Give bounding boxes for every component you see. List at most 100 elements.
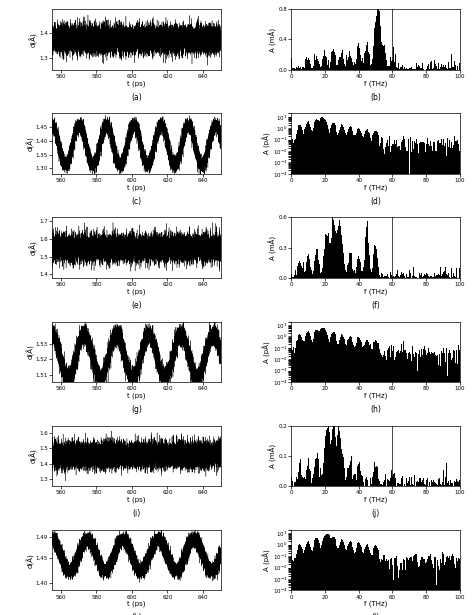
Bar — [322, 117, 323, 615]
Bar — [458, 63, 459, 69]
Bar — [419, 273, 420, 278]
Bar — [298, 64, 299, 69]
Bar — [419, 478, 420, 486]
Bar — [293, 143, 294, 615]
Bar — [375, 23, 376, 69]
Bar — [372, 135, 373, 615]
Bar — [443, 65, 444, 69]
Bar — [410, 554, 411, 615]
Bar — [409, 174, 410, 615]
Bar — [386, 360, 387, 615]
Bar — [335, 539, 336, 615]
Bar — [376, 466, 377, 486]
Bar — [395, 54, 396, 69]
Bar — [397, 147, 398, 615]
Bar — [308, 254, 309, 278]
Bar — [445, 65, 446, 69]
Bar — [415, 277, 416, 278]
Bar — [392, 565, 393, 615]
Bar — [448, 272, 449, 278]
Bar — [430, 276, 431, 278]
Bar — [441, 276, 442, 278]
Bar — [302, 340, 303, 615]
Bar — [388, 66, 389, 69]
Bar — [328, 421, 329, 486]
Bar — [316, 249, 317, 278]
Bar — [369, 346, 370, 615]
Bar — [460, 362, 461, 615]
Bar — [372, 477, 373, 486]
Bar — [349, 465, 350, 486]
Bar — [406, 478, 407, 486]
Bar — [426, 144, 427, 615]
Bar — [383, 360, 384, 615]
Bar — [327, 236, 328, 278]
Bar — [396, 68, 397, 69]
Bar — [319, 479, 320, 486]
Bar — [294, 558, 295, 615]
Bar — [460, 563, 461, 615]
Bar — [442, 274, 443, 278]
Bar — [323, 56, 324, 69]
Bar — [351, 58, 352, 69]
Bar — [442, 353, 443, 615]
Bar — [370, 344, 371, 615]
Bar — [344, 545, 345, 615]
Bar — [302, 549, 303, 615]
Bar — [311, 130, 312, 615]
Bar — [407, 558, 408, 615]
Bar — [417, 371, 418, 615]
Bar — [351, 253, 352, 278]
Bar — [299, 66, 300, 69]
Bar — [307, 331, 308, 615]
Bar — [313, 339, 314, 615]
Bar — [310, 547, 311, 615]
Bar — [445, 477, 446, 486]
Bar — [360, 339, 361, 615]
Bar — [442, 552, 443, 615]
Bar — [374, 546, 375, 615]
Bar — [335, 55, 336, 69]
X-axis label: t (ps): t (ps) — [127, 601, 146, 608]
Bar — [427, 137, 428, 615]
Bar — [398, 577, 399, 615]
Bar — [338, 226, 339, 278]
Bar — [366, 340, 367, 615]
Bar — [347, 132, 348, 615]
Bar — [420, 66, 421, 69]
Bar — [370, 478, 371, 486]
Bar — [412, 484, 413, 486]
Bar — [359, 48, 360, 69]
Bar — [378, 135, 379, 615]
Bar — [413, 556, 414, 615]
Bar — [387, 274, 388, 278]
Bar — [446, 68, 447, 69]
Bar — [408, 277, 409, 278]
Bar — [432, 277, 433, 278]
Bar — [452, 554, 453, 615]
Bar — [297, 68, 298, 69]
Bar — [303, 552, 304, 615]
Bar — [446, 464, 447, 486]
Bar — [447, 477, 448, 486]
Bar — [373, 344, 374, 615]
Bar — [341, 124, 342, 615]
Bar — [404, 485, 405, 486]
Bar — [429, 557, 430, 615]
Bar — [300, 263, 301, 278]
Bar — [369, 54, 370, 69]
Bar — [378, 267, 379, 278]
Bar — [437, 141, 438, 615]
Y-axis label: d(Å): d(Å) — [26, 553, 34, 568]
Bar — [460, 276, 461, 278]
Bar — [296, 554, 297, 615]
Bar — [334, 425, 335, 486]
Bar — [382, 45, 383, 69]
Bar — [346, 477, 347, 486]
Bar — [413, 149, 414, 615]
Bar — [315, 60, 316, 69]
Bar — [441, 351, 442, 615]
Bar — [390, 477, 391, 486]
X-axis label: f (THz): f (THz) — [364, 81, 387, 87]
Bar — [452, 483, 453, 486]
